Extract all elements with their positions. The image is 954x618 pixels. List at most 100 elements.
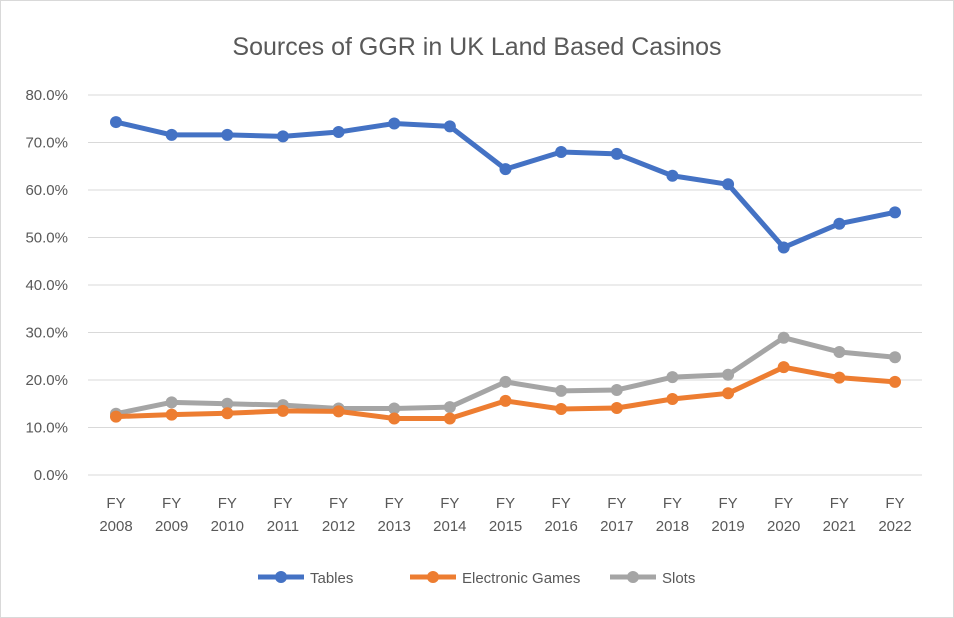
gridlines [88, 94, 922, 476]
data-point [666, 169, 679, 182]
data-point [499, 375, 512, 388]
data-point [110, 116, 122, 129]
x-tick-label: 2008 [99, 518, 132, 535]
data-point [165, 408, 178, 421]
x-tick-label: 2010 [211, 518, 244, 535]
x-tick-label: 2020 [767, 518, 800, 535]
x-tick-label: FY [663, 495, 682, 512]
data-point [777, 241, 790, 254]
data-point [221, 397, 234, 410]
y-tick-label: 10.0% [25, 420, 68, 437]
data-point [110, 410, 122, 423]
legend-item: Tables [258, 570, 353, 587]
data-point [221, 128, 234, 141]
data-point [165, 396, 178, 409]
x-tick-label: FY [552, 495, 571, 512]
y-tick-label: 20.0% [25, 372, 68, 389]
data-point [833, 217, 846, 230]
data-point [555, 146, 568, 158]
x-tick-label: FY [607, 495, 626, 512]
y-tick-label: 40.0% [25, 277, 68, 294]
data-point [388, 117, 401, 130]
data-point [610, 147, 623, 160]
x-tick-label: FY [162, 495, 181, 512]
data-point [443, 401, 456, 414]
legend-label: Slots [662, 570, 695, 587]
y-tick-label: 0.0% [34, 467, 68, 484]
data-point [276, 404, 289, 417]
x-tick-label: 2014 [433, 518, 466, 535]
x-tick-label: FY [885, 495, 904, 512]
x-tick-label: FY [774, 495, 793, 512]
legend-label: Electronic Games [462, 570, 580, 587]
data-point [666, 393, 679, 405]
x-tick-label: FY [440, 495, 459, 512]
data-point [777, 331, 790, 344]
data-point [833, 371, 846, 384]
legend-marker [427, 571, 439, 583]
data-point [443, 120, 456, 133]
data-point [610, 402, 623, 415]
x-tick-label: 2022 [878, 518, 911, 535]
data-point [332, 126, 345, 139]
data-point [722, 368, 735, 381]
y-tick-label: 70.0% [25, 135, 68, 152]
x-tick-label: 2013 [378, 518, 411, 535]
data-point [610, 383, 623, 396]
legend-item: Electronic Games [410, 570, 580, 587]
x-tick-label: 2021 [823, 518, 856, 535]
x-tick-label: FY [329, 495, 348, 512]
data-point [722, 178, 735, 191]
data-point [332, 405, 345, 418]
y-tick-label: 60.0% [25, 182, 68, 199]
data-point [777, 361, 790, 374]
data-point [889, 351, 901, 364]
data-point [889, 375, 901, 388]
data-point [221, 407, 234, 420]
data-point [889, 206, 901, 219]
y-tick-label: 80.0% [25, 87, 68, 104]
data-point [443, 412, 456, 425]
x-tick-label: FY [718, 495, 737, 512]
x-tick-label: 2015 [489, 518, 522, 535]
legend-marker [627, 571, 639, 583]
legend-item: Slots [610, 570, 695, 587]
x-tick-label: FY [218, 495, 237, 512]
data-point [165, 128, 178, 141]
x-axis: FY 2008 FY 2009 FY 2010 FY 2011 FY 2012 FY 2013 FY 20… [99, 495, 911, 535]
x-tick-label: FY [385, 495, 404, 512]
chart-title: Sources of GGR in UK Land Based Casinos [232, 33, 721, 61]
data-point [388, 412, 401, 425]
data-point [276, 130, 289, 143]
x-tick-label: 2019 [711, 518, 744, 535]
legend-label: Tables [310, 570, 353, 587]
x-tick-label: 2012 [322, 518, 355, 535]
x-tick-label: FY [106, 495, 125, 512]
x-tick-label: 2018 [656, 518, 689, 535]
data-point [499, 163, 512, 176]
data-point [722, 387, 735, 400]
x-tick-label: 2009 [155, 518, 188, 535]
y-tick-label: 30.0% [25, 325, 68, 342]
x-tick-label: 2011 [267, 518, 299, 535]
x-tick-label: 2016 [544, 518, 577, 535]
y-tick-label: 50.0% [25, 230, 68, 247]
data-point [388, 402, 401, 415]
series-electronic-games [110, 361, 901, 425]
data-point [555, 384, 568, 397]
x-tick-label: FY [496, 495, 515, 512]
data-point [555, 402, 568, 415]
series-group [110, 116, 901, 425]
series-tables [110, 116, 901, 254]
legend: Tables Electronic Games Slots [258, 570, 695, 587]
x-tick-label: FY [273, 495, 292, 512]
legend-marker [275, 571, 287, 583]
data-point [833, 345, 846, 358]
x-tick-label: FY [830, 495, 849, 512]
data-point [666, 371, 679, 384]
y-axis: 0.0% 10.0% 20.0% 30.0% 40.0% 50.0% 60.0% 70.0% 8… [25, 87, 68, 484]
data-point [499, 394, 512, 407]
x-tick-label: 2017 [600, 518, 633, 535]
